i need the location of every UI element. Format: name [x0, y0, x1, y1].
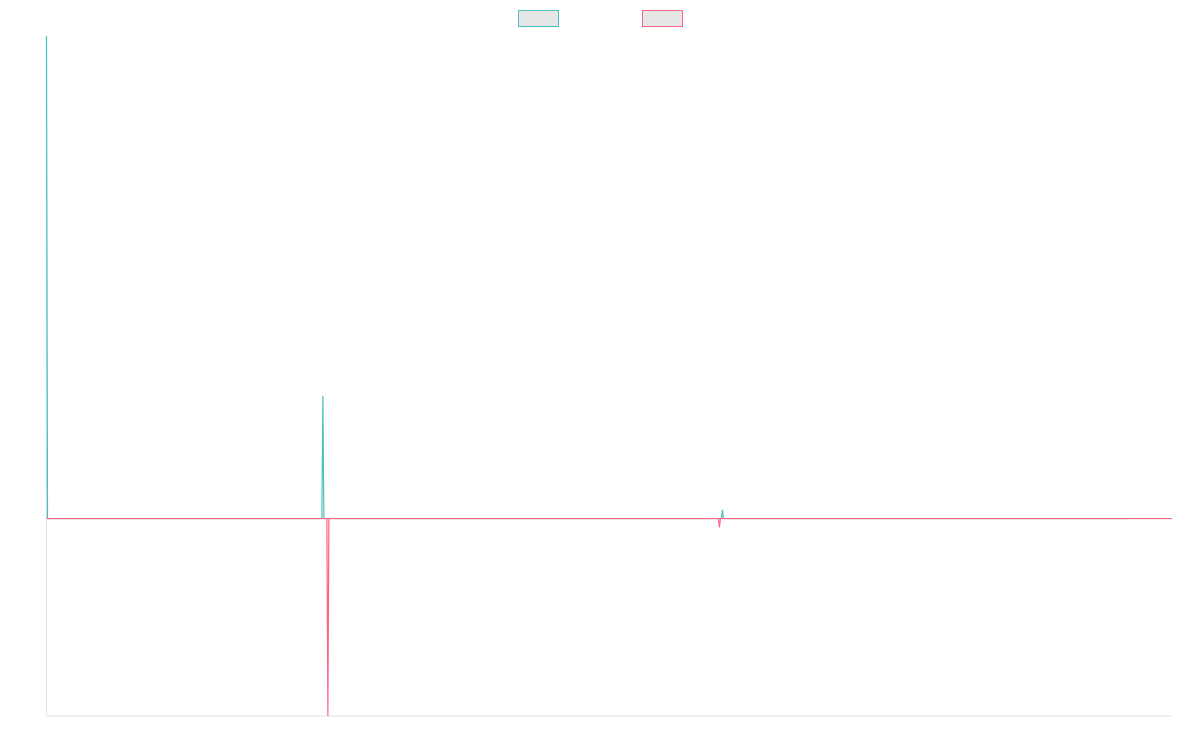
legend-item-2 — [642, 10, 683, 27]
legend-swatch-2 — [642, 10, 683, 27]
axes — [46, 36, 1172, 717]
series-line-1 — [45, 35, 1131, 520]
legend-swatch-1 — [518, 10, 559, 27]
legend — [518, 10, 683, 27]
series-line-2 — [46, 517, 1172, 717]
series-layer — [45, 35, 1172, 717]
legend-item-1 — [518, 10, 559, 27]
